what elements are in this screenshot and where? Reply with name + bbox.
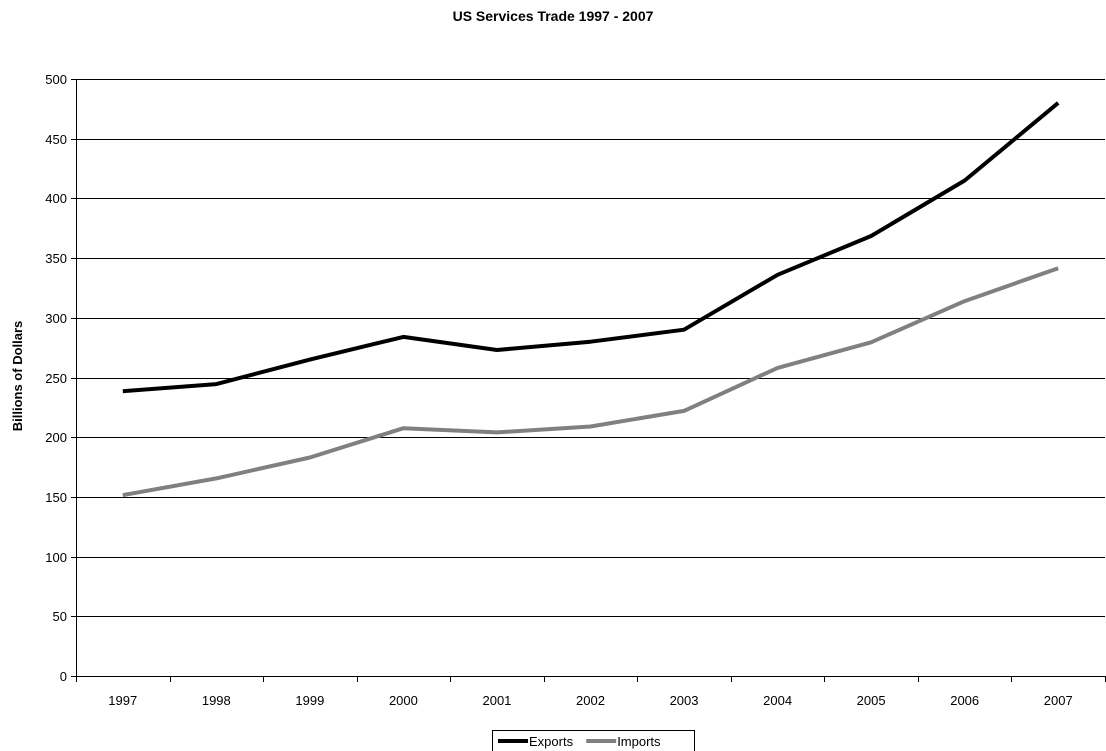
y-tick-label: 350 <box>45 251 67 266</box>
axes <box>71 79 1106 682</box>
series-line-exports <box>122 101 1060 394</box>
x-tick-label: 2006 <box>950 693 979 708</box>
x-tick-label: 2007 <box>1044 693 1073 708</box>
series-lines <box>122 101 1060 498</box>
y-tick-labels: 0 50 100 150 200 250 300 350 400 450 500 <box>45 72 67 684</box>
y-tick-label: 450 <box>45 132 67 147</box>
x-tick-label: 2001 <box>482 693 511 708</box>
legend: Exports Imports <box>492 730 695 751</box>
x-tick-label: 1999 <box>295 693 324 708</box>
x-tick-label: 1997 <box>108 693 137 708</box>
y-tick-label: 150 <box>45 490 67 505</box>
y-tick-label: 400 <box>45 191 67 206</box>
legend-label-exports: Exports <box>529 734 574 749</box>
x-tick-labels: 1997 1998 1999 2000 2001 2002 2003 2004 2005 2006… <box>108 693 1072 708</box>
x-tick-label: 1998 <box>202 693 231 708</box>
x-tick-label: 2003 <box>670 693 699 708</box>
y-tick-label: 500 <box>45 72 67 87</box>
x-tick-label: 2004 <box>763 693 792 708</box>
x-tick-label: 2000 <box>389 693 418 708</box>
y-tick-label: 0 <box>60 669 67 684</box>
y-tick-label: 300 <box>45 311 67 326</box>
y-tick-label: 200 <box>45 430 67 445</box>
y-tick-label: 250 <box>45 371 67 386</box>
y-tick-label: 50 <box>53 609 67 624</box>
gridlines <box>76 79 1105 617</box>
y-tick-label: 100 <box>45 550 67 565</box>
series-line-imports <box>122 266 1059 498</box>
y-axis-label: Billions of Dollars <box>10 321 25 432</box>
chart-title: US Services Trade 1997 - 2007 <box>453 8 654 24</box>
x-tick-label: 2002 <box>576 693 605 708</box>
x-tick-label: 2005 <box>857 693 886 708</box>
legend-label-imports: Imports <box>617 734 661 749</box>
